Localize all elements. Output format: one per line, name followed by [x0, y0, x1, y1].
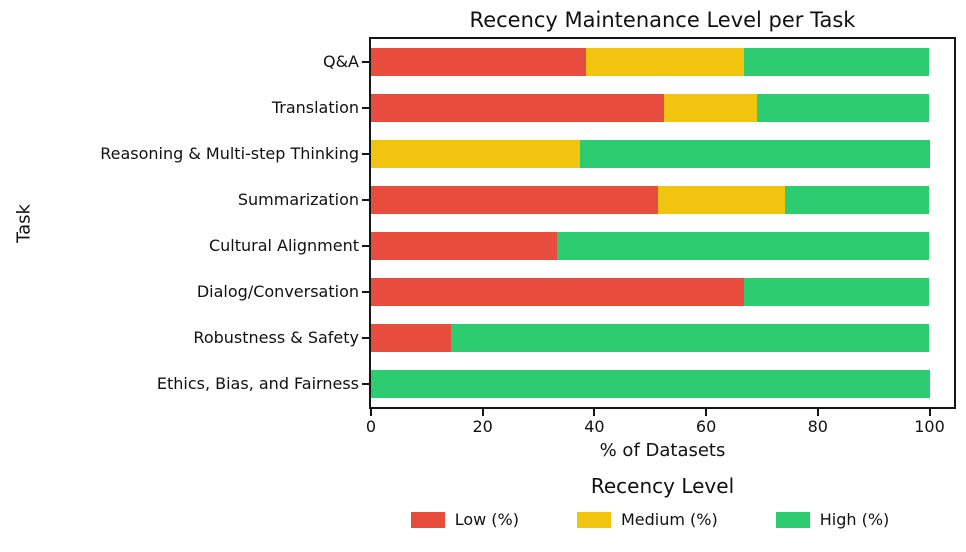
- legend-label: Medium (%): [620, 510, 718, 529]
- legend: Low (%) Medium (%) High (%): [330, 510, 966, 529]
- y-tick-label: Summarization: [237, 190, 359, 209]
- bar-segment-high: [556, 232, 930, 260]
- x-tick-label: 60: [695, 417, 717, 436]
- bar-segment-low: [371, 278, 744, 306]
- legend-title: Recency Level: [590, 474, 735, 498]
- y-tick-mark: [362, 337, 369, 339]
- y-tick-mark: [362, 199, 369, 201]
- bar-segment-high: [450, 324, 930, 352]
- bar-segment-high: [756, 94, 930, 122]
- y-tick-mark: [362, 291, 369, 293]
- legend-label: High (%): [819, 510, 890, 529]
- legend-entry: Low (%): [410, 510, 519, 529]
- bar-segment-medium: [371, 140, 581, 168]
- x-tick-mark: [593, 409, 596, 416]
- y-tick-label: Robustness & Safety: [193, 328, 359, 347]
- y-tick-label: Cultural Alignment: [208, 236, 359, 255]
- bar-segment-low: [371, 94, 664, 122]
- y-tick-mark: [362, 153, 369, 155]
- bar-segment-low: [371, 48, 587, 76]
- y-tick-mark: [362, 61, 369, 63]
- bar-segment-medium: [657, 186, 785, 214]
- bar-segment-low: [371, 232, 557, 260]
- bar-row: [371, 370, 954, 398]
- x-tick-label: 0: [365, 417, 377, 436]
- x-tick-mark: [705, 409, 708, 416]
- bar-row: [371, 94, 954, 122]
- x-tick-mark: [370, 409, 372, 416]
- bar-segment-low: [371, 324, 451, 352]
- bar-segment-high: [743, 48, 930, 76]
- chart-title: Recency Maintenance Level per Task: [469, 8, 856, 32]
- legend-swatch-icon: [576, 511, 611, 528]
- bar-row: [371, 140, 954, 168]
- y-tick-label: Reasoning & Multi-step Thinking: [100, 144, 359, 163]
- y-axis-label: Task: [13, 204, 35, 243]
- y-tick-mark: [362, 383, 369, 385]
- bar-row: [371, 232, 954, 260]
- plot-area: [369, 37, 956, 409]
- bar-row: [371, 186, 954, 214]
- bar-row: [371, 324, 954, 352]
- x-tick-label: 100: [914, 417, 945, 436]
- legend-entry: High (%): [775, 510, 890, 529]
- bar-segment-high: [743, 278, 930, 306]
- y-tick-label: Ethics, Bias, and Fairness: [156, 374, 359, 393]
- x-tick-label: 80: [807, 417, 828, 436]
- y-tick-label: Dialog/Conversation: [196, 282, 359, 301]
- x-axis-label: % of Datasets: [599, 440, 726, 461]
- bar-row: [371, 278, 954, 306]
- legend-entry: Medium (%): [576, 510, 718, 529]
- bar-segment-high: [580, 140, 930, 168]
- bar-row: [371, 48, 954, 76]
- bar-segment-medium: [586, 48, 744, 76]
- bar-segment-high: [371, 370, 930, 398]
- bar-segment-high: [784, 186, 930, 214]
- legend-swatch-icon: [410, 511, 445, 528]
- y-tick-mark: [362, 245, 369, 247]
- x-tick-label: 40: [584, 417, 605, 436]
- x-tick-mark: [816, 409, 819, 416]
- legend-label: Low (%): [454, 510, 519, 529]
- x-tick-label: 20: [472, 417, 493, 436]
- y-tick-label: Translation: [271, 98, 359, 117]
- x-tick-mark: [481, 409, 484, 416]
- x-tick-mark: [928, 409, 931, 416]
- y-tick-mark: [362, 107, 369, 109]
- bar-segment-low: [371, 186, 658, 214]
- y-tick-label: Q&A: [322, 52, 359, 71]
- legend-swatch-icon: [775, 511, 810, 528]
- bar-segment-medium: [663, 94, 757, 122]
